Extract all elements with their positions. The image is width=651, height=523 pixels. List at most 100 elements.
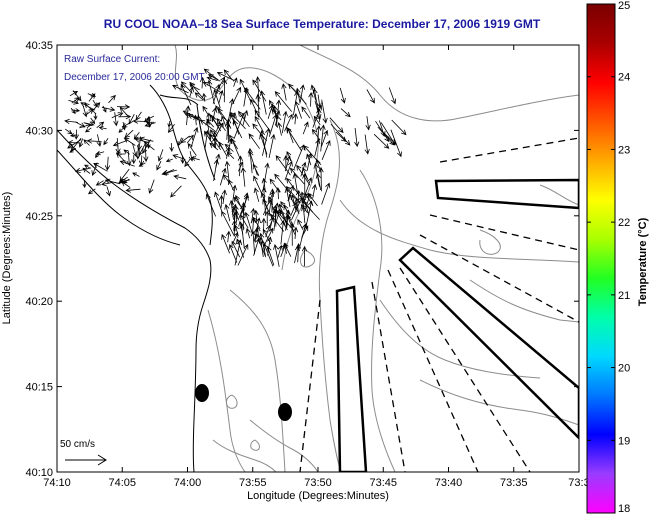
current-arrow — [248, 133, 260, 149]
station-marker — [195, 384, 209, 402]
y-tick-label: 40:20 — [25, 296, 53, 308]
current-arrow — [106, 186, 111, 197]
current-arrow — [210, 129, 223, 149]
current-arrow — [112, 139, 128, 147]
current-arrow — [236, 238, 245, 258]
current-arrow — [252, 79, 267, 102]
current-arrow — [87, 93, 97, 98]
current-arrow — [138, 136, 154, 142]
current-arrow — [255, 233, 267, 258]
current-arrow — [95, 180, 104, 186]
current-arrow — [202, 92, 207, 102]
x-axis-label: Longitude (Degrees:Minutes) — [247, 490, 389, 502]
current-arrow — [294, 197, 300, 212]
colorbar-tick-label: 24 — [618, 72, 630, 84]
current-arrow — [302, 121, 309, 135]
current-arrow — [259, 133, 268, 155]
current-arrow — [216, 117, 226, 132]
current-arrow — [229, 134, 238, 150]
current-arrow — [225, 230, 232, 243]
current-arrow — [228, 243, 238, 263]
current-arrow — [298, 223, 307, 250]
colorbar-label: Temperature (°C) — [637, 217, 649, 306]
scale-label: 50 cm/s — [60, 439, 95, 450]
current-arrow — [330, 123, 351, 146]
current-arrow — [172, 154, 186, 160]
current-arrow — [253, 187, 260, 202]
current-arrow — [132, 118, 147, 124]
current-arrow — [260, 192, 269, 212]
current-arrow — [312, 104, 323, 128]
current-arrow — [167, 124, 175, 133]
current-arrow — [239, 78, 252, 103]
current-arrow — [133, 132, 140, 140]
current-arrow — [254, 115, 264, 133]
current-arrow — [292, 172, 298, 193]
current-arrow — [260, 239, 266, 256]
current-arrow — [290, 201, 297, 217]
colorbar-tick-label: 20 — [618, 363, 630, 375]
current-arrow — [288, 83, 307, 105]
dashed-lines — [299, 137, 579, 472]
current-arrow — [67, 140, 81, 146]
current-arrow — [294, 100, 302, 119]
current-arrow — [321, 129, 329, 147]
current-arrow — [224, 160, 231, 182]
current-arrow — [84, 127, 92, 133]
current-arrow — [311, 183, 318, 199]
current-arrow — [74, 167, 92, 173]
current-date-label: December 17, 2006 20:00 GMT — [64, 72, 205, 83]
current-arrow — [96, 134, 102, 147]
current-arrow — [233, 231, 239, 243]
current-arrow — [221, 189, 227, 205]
current-arrow — [131, 154, 137, 165]
current-arrow — [80, 102, 96, 111]
current-arrow — [237, 155, 243, 177]
current-arrow — [186, 134, 194, 144]
current-arrow — [289, 167, 305, 185]
current-arrow — [104, 178, 121, 185]
current-arrow — [285, 186, 301, 204]
x-tick-label: 73:3 — [568, 477, 589, 489]
sector-outlines — [335, 178, 579, 472]
current-arrow — [301, 245, 308, 267]
current-arrow — [275, 99, 282, 127]
current-arrow — [391, 119, 407, 136]
current-arrow — [262, 127, 271, 156]
current-arrow — [116, 152, 128, 164]
x-tick-label: 74:10 — [43, 477, 71, 489]
current-arrow — [242, 109, 249, 126]
current-arrow — [98, 126, 107, 131]
current-arrow — [189, 86, 194, 98]
current-arrow — [283, 204, 294, 228]
current-arrow — [104, 156, 111, 171]
current-arrow — [262, 162, 270, 190]
current-arrow — [119, 160, 135, 167]
current-arrow — [69, 148, 76, 153]
current-arrow — [301, 106, 311, 119]
y-tick-label: 40:35 — [25, 40, 53, 52]
current-arrow — [292, 226, 299, 240]
x-tick-label: 73:35 — [500, 477, 528, 489]
current-arrow — [314, 100, 322, 120]
current-arrow — [187, 114, 198, 119]
current-arrow — [284, 187, 291, 208]
current-arrow — [194, 92, 204, 101]
current-arrow — [250, 217, 256, 234]
y-tick-label: 40:30 — [25, 125, 53, 137]
current-arrow — [156, 160, 162, 171]
current-arrow — [311, 128, 321, 141]
current-arrow — [72, 90, 82, 102]
current-arrow — [184, 158, 191, 168]
current-arrow — [354, 128, 360, 148]
current-arrow — [269, 204, 278, 231]
current-arrow — [226, 151, 235, 159]
current-arrow — [283, 155, 289, 171]
current-arrow — [297, 219, 304, 230]
current-arrow — [227, 98, 235, 126]
current-arrow — [290, 194, 297, 212]
current-arrow — [203, 68, 219, 81]
current-arrow — [206, 118, 215, 128]
